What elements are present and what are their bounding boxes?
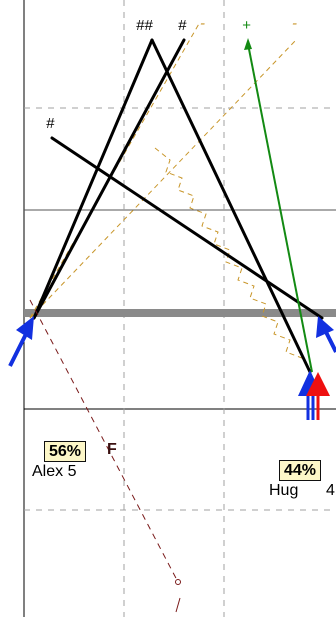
blue-arrow-right-head — [316, 316, 334, 338]
gold-zigzag — [154, 147, 311, 373]
blue-arrow-left — [8, 316, 34, 367]
gold-line-2 — [29, 39, 297, 319]
left-player-percent: 56% — [44, 441, 87, 462]
blue-arrow-left-head — [16, 316, 34, 340]
gold-line-1 — [29, 21, 201, 319]
grid-lines — [24, 0, 336, 617]
right-player-name: Hug — [269, 482, 299, 499]
black-lines — [32, 38, 324, 374]
gold-paths — [29, 21, 311, 373]
marker-hash-top: # — [178, 17, 187, 34]
marker-dash-2: - — [292, 15, 297, 32]
blue-arrow-right — [316, 316, 336, 353]
right-player-percent: 44% — [279, 460, 322, 481]
left-player-name: Alex 5 — [32, 463, 77, 480]
black-line-3 — [150, 38, 312, 374]
black-line-1 — [32, 38, 154, 320]
black-line-2 — [32, 38, 186, 320]
right-player-extra: 4 — [326, 482, 335, 499]
red-arrow-head — [306, 372, 330, 396]
marker-hash-left: # — [46, 115, 55, 132]
green-arrowhead — [244, 38, 252, 50]
grey-bar — [24, 309, 336, 317]
maroon-endpoint — [175, 579, 181, 585]
blue-arrow-right-shaft — [324, 331, 336, 353]
maroon-dashed-line — [29, 299, 179, 583]
marker-dash-1: - — [200, 15, 205, 32]
maroon-tail — [175, 597, 181, 613]
black-line-4 — [50, 136, 324, 320]
marker-plus: + — [242, 17, 251, 34]
left-player-flag: F — [107, 441, 117, 458]
marker-double-hash: ## — [136, 17, 153, 34]
green-line — [247, 43, 313, 373]
red-arrow — [306, 372, 330, 420]
blue-arrow-left-shaft — [8, 329, 30, 367]
